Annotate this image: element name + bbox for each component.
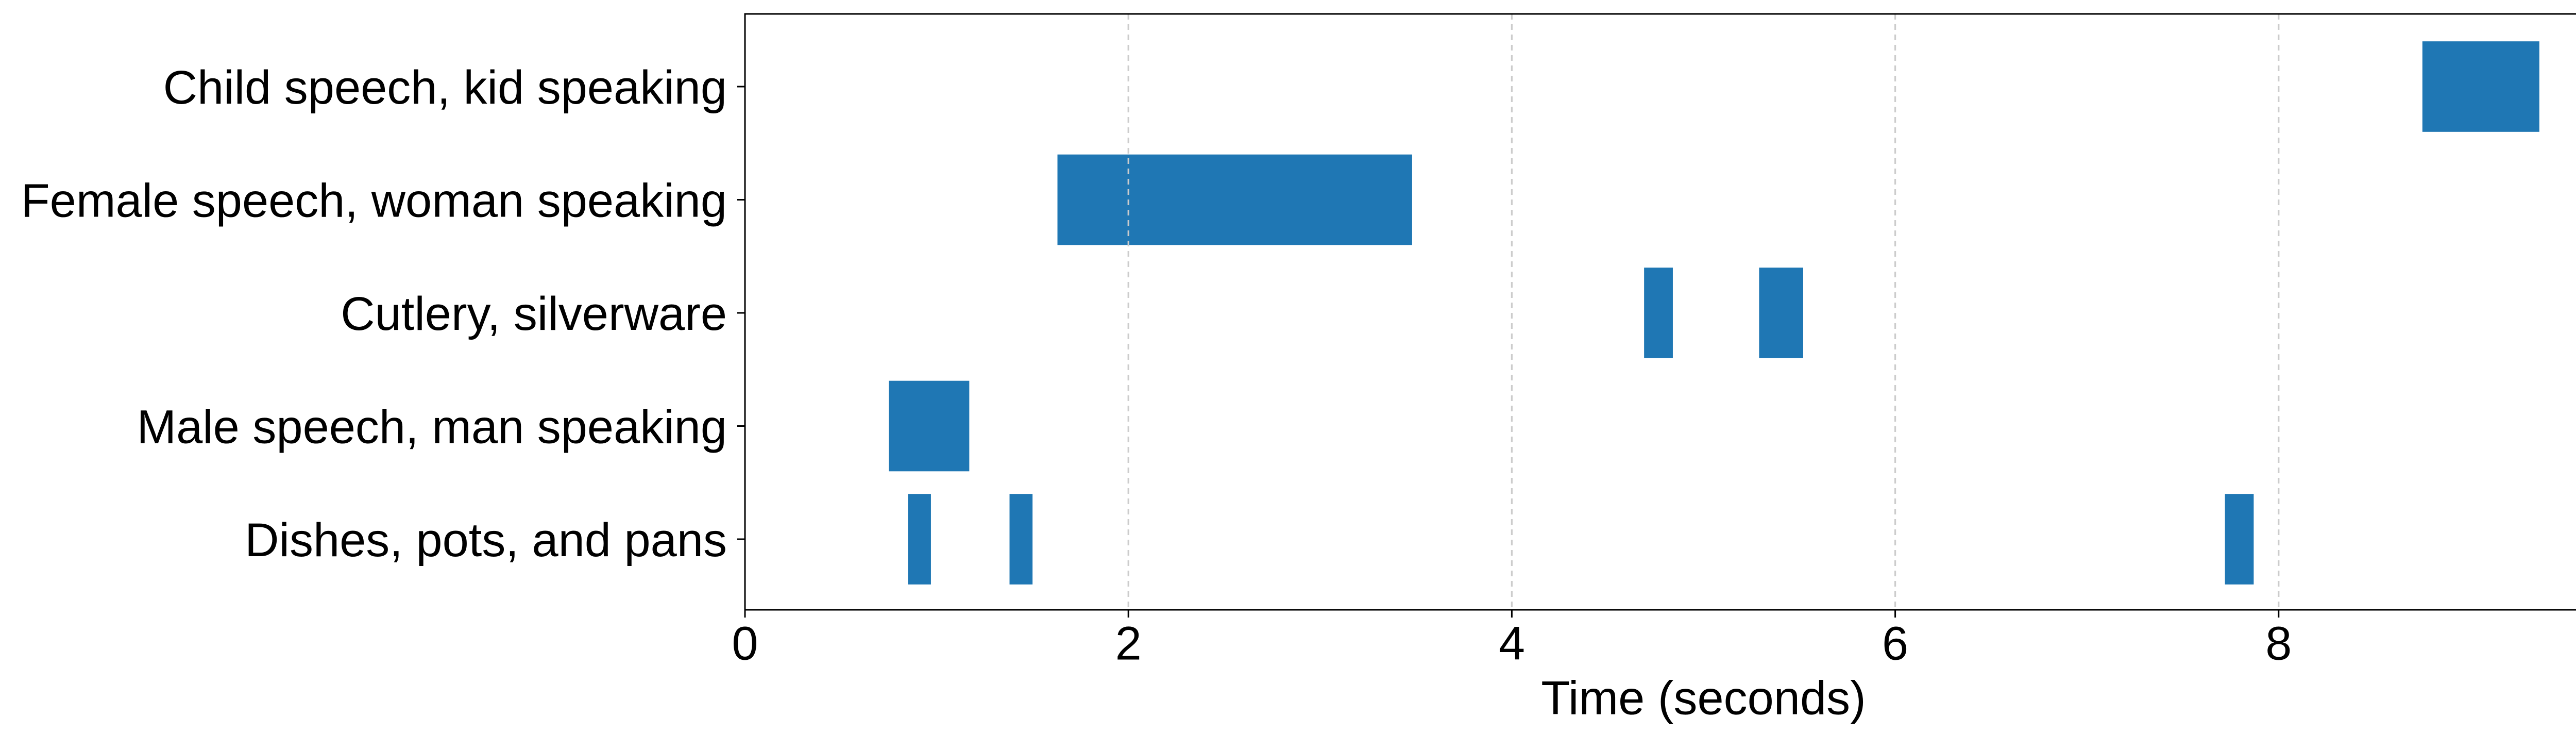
svg-text:Child speech, kid speaking: Child speech, kid speaking (163, 61, 727, 114)
svg-text:4: 4 (1499, 618, 1525, 670)
svg-text:2: 2 (1115, 618, 1142, 670)
svg-text:Male speech, man speaking: Male speech, man speaking (137, 401, 727, 454)
svg-text:6: 6 (1882, 618, 1908, 670)
svg-text:0: 0 (732, 618, 758, 670)
svg-text:8: 8 (2265, 618, 2292, 670)
svg-text:Cutlery, silverware: Cutlery, silverware (341, 288, 727, 340)
svg-text:Dishes, pots, and pans: Dishes, pots, and pans (245, 514, 727, 567)
svg-text:Time (seconds): Time (seconds) (1541, 672, 1866, 725)
svg-text:Female speech, woman speaking: Female speech, woman speaking (21, 175, 727, 227)
